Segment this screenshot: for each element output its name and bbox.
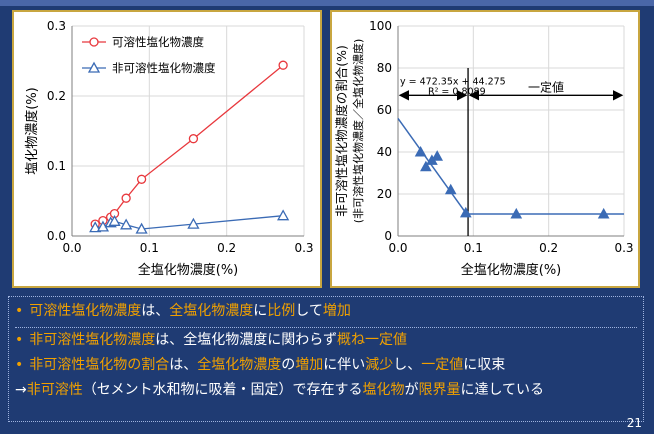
x-axis-title: 全塩化物濃度(%) (138, 262, 239, 278)
page-number: 21 (626, 416, 642, 430)
legend-label: 可溶性塩化物濃度 (112, 35, 204, 49)
bullet-segment: 比例 (267, 303, 296, 319)
legend-marker (89, 37, 99, 47)
data-point (121, 193, 131, 203)
bullet-text: 可溶性塩化物濃度は、全塩化物濃度に比例して増加 (29, 303, 351, 319)
y-axis-title: 塩化物濃度(%) (24, 87, 40, 175)
data-point (431, 150, 444, 161)
bullet-segment: が (404, 382, 419, 398)
bullet-segment: 非可溶性塩化物濃度 (29, 332, 156, 348)
bullet-segment: 増加 (322, 303, 351, 319)
r-squared-label: R² = 0.8089 (428, 86, 486, 97)
data-point (444, 183, 457, 195)
title-bar-strip (0, 0, 654, 6)
x-tick-label: 0.2 (217, 241, 236, 255)
x-tick-label: 0.1 (140, 241, 159, 255)
data-point (89, 221, 102, 233)
bullet-text: 非可溶性塩化物の割合は、全塩化物濃度の増加に伴い減少し、一定値に収束 (29, 357, 505, 373)
data-point (510, 207, 523, 219)
y-tick-label: 60 (377, 103, 392, 117)
bullet-segment: に (253, 303, 268, 319)
data-point (187, 217, 200, 229)
bullet-text: 非可溶性塩化物濃度は、全塩化物濃度に関わらず概ね一定値 (29, 332, 407, 348)
bullet-marker: • (15, 332, 24, 348)
data-point (120, 218, 133, 230)
bullet-text: →非可溶性（セメント水和物に吸着・固定）で存在する塩化物が限界量に達している (15, 382, 544, 398)
x-tick-label: 0.0 (62, 241, 81, 255)
data-point (108, 214, 121, 226)
data-point (188, 134, 199, 144)
data-point (277, 209, 290, 221)
trend-equation: y = 472.35x + 44.275 (400, 76, 506, 87)
x-axis-title: 全塩化物濃度(%) (461, 262, 562, 278)
data-point (459, 206, 472, 218)
bullet-segment: 全塩化物濃度 (197, 357, 282, 373)
chart-panel-left: 0.0 0.1 0.2 0.3 0.0 0.1 0.2 0.3 可溶性塩化物濃度 非可溶性塩化物濃… (12, 10, 322, 288)
bullet-marker: • (15, 303, 24, 319)
bullet-segment: 一定値 (421, 357, 464, 373)
bullet-segment: 塩化物 (362, 382, 405, 398)
bullet-line: • 非可溶性塩化物濃度は、全塩化物濃度に関わらず概ね一定値 (15, 328, 637, 353)
bullet-segment: して (295, 303, 323, 319)
bullet-segment: に達している (460, 382, 545, 398)
x-tick-label: 0.1 (464, 241, 483, 255)
y-tick-label: 0 (384, 229, 392, 243)
y-tick-label: 0.2 (47, 89, 66, 103)
trend-line (397, 117, 467, 214)
bullet-line: • 非可溶性塩化物の割合は、全塩化物濃度の増加に伴い減少し、一定値に収束 (15, 353, 637, 378)
legend-marker (87, 61, 101, 73)
y-tick-label: 0.3 (47, 19, 66, 33)
bullet-segment: 全塩化物濃度 (169, 303, 254, 319)
bullet-line: →非可溶性（セメント水和物に吸着・固定）で存在する塩化物が限界量に達している (15, 378, 637, 403)
y-tick-label: 0.1 (47, 159, 66, 173)
data-point (420, 160, 432, 172)
plateau-label: 一定値 (528, 79, 564, 94)
bullet-segment: （セメント水和物に吸着・固定）で存在する (82, 382, 363, 398)
bullet-segment: 減少 (365, 357, 394, 373)
y-tick-label: 80 (377, 61, 392, 75)
y-tick-label: 0.0 (47, 229, 66, 243)
x-tick-label: 0.2 (539, 241, 558, 255)
y-tick-label: 100 (369, 19, 392, 33)
chart-left-svg: 0.0 0.1 0.2 0.3 0.0 0.1 0.2 0.3 可溶性塩化物濃度非可溶性塩化物濃… (24, 19, 314, 278)
x-tick-label: 0.3 (614, 241, 633, 255)
bullet-segment: に伴い (323, 357, 366, 373)
y-axis-subtitle: (非可溶性塩化物濃度／全塩化物濃度) (351, 39, 365, 224)
bullet-segment: 非可溶性塩化物の割合 (29, 357, 170, 373)
x-tick-label: 0.3 (294, 241, 313, 255)
x-tick-label: 0.0 (388, 241, 407, 255)
bullet-segment: は、 (169, 357, 198, 373)
bullet-segment: の (281, 357, 296, 373)
data-point (136, 174, 147, 184)
legend-label: 非可溶性塩化物濃度 (112, 61, 216, 75)
chart-panel-right: 0.0 0.1 0.2 0.3 0 20 40 60 80 100 y = 472.35x + 44… (330, 10, 640, 288)
bullet-segment: は、 (141, 303, 170, 319)
bullet-segment: 可溶性塩化物濃度 (29, 303, 142, 319)
y-tick-label: 20 (377, 187, 392, 201)
summary-box: • 可溶性塩化物濃度は、全塩化物濃度に比例して増加 • 非可溶性塩化物濃度は、全塩化… (8, 296, 644, 422)
bullet-segment: 非可溶性 (26, 382, 83, 398)
bullet-segment: し、 (393, 357, 422, 373)
bullet-line: • 可溶性塩化物濃度は、全塩化物濃度に比例して増加 (15, 299, 637, 324)
data-point (135, 222, 148, 234)
bullet-segment: は、全塩化物濃度に関わらず (155, 332, 337, 348)
y-axis-title: 非可溶性塩化物濃度の割合(%) (334, 45, 349, 217)
bullet-segment: に収束 (463, 357, 506, 373)
bullet-segment: → (15, 382, 27, 398)
chart-right-svg: 0.0 0.1 0.2 0.3 0 20 40 60 80 100 y = 472.35x + 44… (334, 19, 634, 278)
bullet-segment: 概ね一定値 (337, 332, 407, 348)
data-point (414, 145, 427, 157)
bullet-segment: 限界量 (418, 382, 461, 398)
y-tick-label: 40 (377, 145, 392, 159)
data-point (278, 60, 288, 70)
divider (15, 327, 637, 328)
bullet-segment: 増加 (295, 357, 324, 373)
bullet-marker: • (15, 357, 24, 373)
data-point (597, 207, 610, 219)
